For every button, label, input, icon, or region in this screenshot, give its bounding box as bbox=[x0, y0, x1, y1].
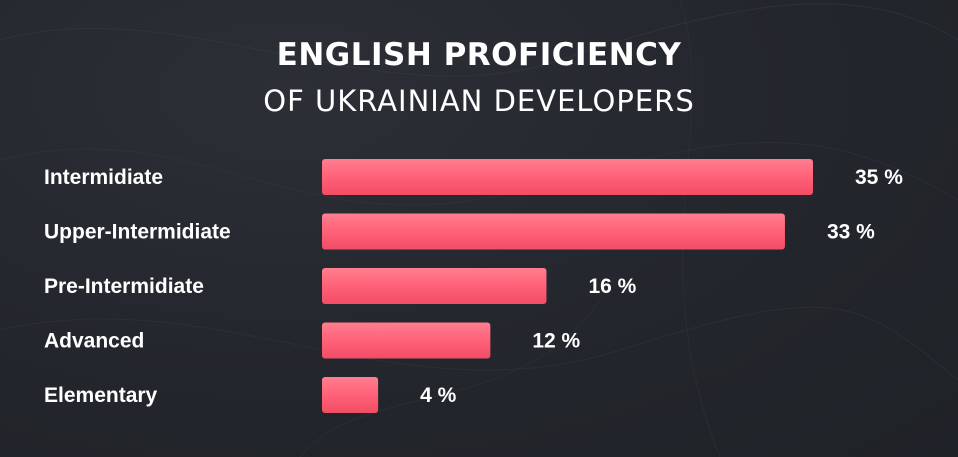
bar-elementary bbox=[322, 377, 379, 413]
category-label-intermidiate: Intermidiate bbox=[44, 166, 163, 189]
bar-upper-intermidiate bbox=[322, 213, 785, 250]
category-label-elementary: Elementary bbox=[44, 384, 158, 407]
category-label-advanced: Advanced bbox=[44, 330, 144, 353]
value-label-upper-intermidiate: 33 % bbox=[827, 221, 875, 244]
value-label-pre-intermidiate: 16 % bbox=[588, 275, 636, 298]
value-label-intermidiate: 35 % bbox=[855, 166, 903, 189]
bar-intermidiate bbox=[322, 159, 813, 195]
chart-title: ENGLISH PROFICIENCY OF UKRAINIAN DEVELOP… bbox=[0, 30, 958, 122]
bar-pre-intermidiate bbox=[322, 268, 547, 304]
chart-title-line-2: OF UKRAINIAN DEVELOPERS bbox=[263, 84, 695, 118]
category-label-upper-intermidiate: Upper-Intermidiate bbox=[44, 221, 231, 244]
value-label-advanced: 12 % bbox=[532, 330, 580, 353]
chart-title-line-1: ENGLISH PROFICIENCY bbox=[276, 37, 682, 73]
category-label-pre-intermidiate: Pre-Intermidiate bbox=[44, 275, 204, 298]
value-label-elementary: 4 % bbox=[420, 384, 457, 407]
bar-advanced bbox=[322, 322, 491, 359]
